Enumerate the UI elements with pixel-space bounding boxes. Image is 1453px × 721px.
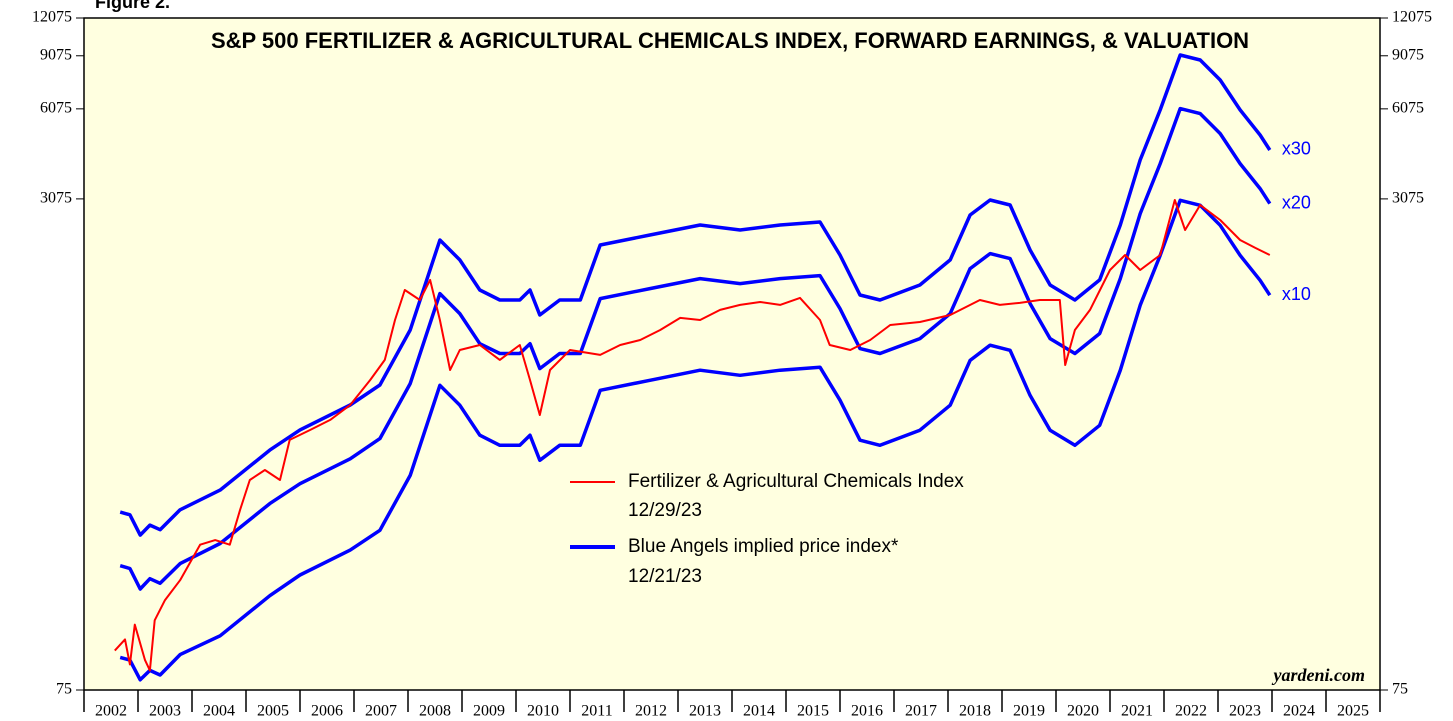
y-tick-label: 12075 xyxy=(32,9,72,26)
x-tick-label: 2005 xyxy=(257,703,289,720)
plot-area xyxy=(83,17,1381,691)
legend: Fertilizer & Agricultural Chemicals Inde… xyxy=(570,471,964,587)
x-tick-label: 2023 xyxy=(1229,703,1261,720)
y-tick-label: 6075 xyxy=(40,100,72,117)
x-tick-label: 2002 xyxy=(95,703,127,720)
index-line xyxy=(114,199,1271,672)
band-label: x10 xyxy=(1282,284,1311,304)
x-tick-label: 2015 xyxy=(797,703,829,720)
legend-date: 12/21/23 xyxy=(628,566,702,587)
y2-tick-label: 12075 xyxy=(1392,9,1432,26)
x-tick-label: 2006 xyxy=(311,703,343,720)
y-tick-label: 3075 xyxy=(40,190,72,207)
x-tick-label: 2025 xyxy=(1337,703,1369,720)
chart-title: S&P 500 FERTILIZER & AGRICULTURAL CHEMIC… xyxy=(211,28,1249,53)
y-tick-label: 75 xyxy=(56,681,72,698)
x-tick-label: 2019 xyxy=(1013,703,1045,720)
x-tick-label: 2010 xyxy=(527,703,559,720)
source: yardeni.com xyxy=(1272,665,1366,685)
y2-tick-label: 75 xyxy=(1392,681,1408,698)
legend-date: 12/29/23 xyxy=(628,500,702,521)
x-tick-label: 2016 xyxy=(851,703,883,720)
x-tick-label: 2009 xyxy=(473,703,505,720)
y2-tick-label: 6075 xyxy=(1392,100,1424,117)
legend-label: Blue Angels implied price index* xyxy=(628,536,899,557)
x-tick-label: 2024 xyxy=(1283,703,1315,720)
x-tick-label: 2018 xyxy=(959,703,991,720)
band-label: x20 xyxy=(1282,192,1311,212)
blue-angels-line xyxy=(119,198,1272,682)
x-tick-label: 2012 xyxy=(635,703,667,720)
x-tick-label: 2014 xyxy=(743,703,775,720)
x-tick-label: 2013 xyxy=(689,703,721,720)
x-tick-label: 2021 xyxy=(1121,703,1153,720)
x-tick-label: 2011 xyxy=(581,703,612,720)
x-tick-label: 2022 xyxy=(1175,703,1207,720)
x-tick-label: 2003 xyxy=(149,703,181,720)
y-tick-label: 9075 xyxy=(40,46,72,63)
blue-angels-line xyxy=(119,106,1272,591)
band-label: x30 xyxy=(1282,139,1311,159)
legend-label: Fertilizer & Agricultural Chemicals Inde… xyxy=(628,471,964,492)
figure-label: Figure 2. xyxy=(95,0,170,12)
x-tick-label: 2004 xyxy=(203,703,235,720)
y2-tick-label: 3075 xyxy=(1392,190,1424,207)
y2-tick-label: 9075 xyxy=(1392,46,1424,63)
x-tick-label: 2017 xyxy=(905,703,937,720)
blue-angels-line xyxy=(119,53,1272,537)
x-tick-label: 2007 xyxy=(365,703,397,720)
x-tick-label: 2008 xyxy=(419,703,451,720)
x-tick-label: 2020 xyxy=(1067,703,1099,720)
